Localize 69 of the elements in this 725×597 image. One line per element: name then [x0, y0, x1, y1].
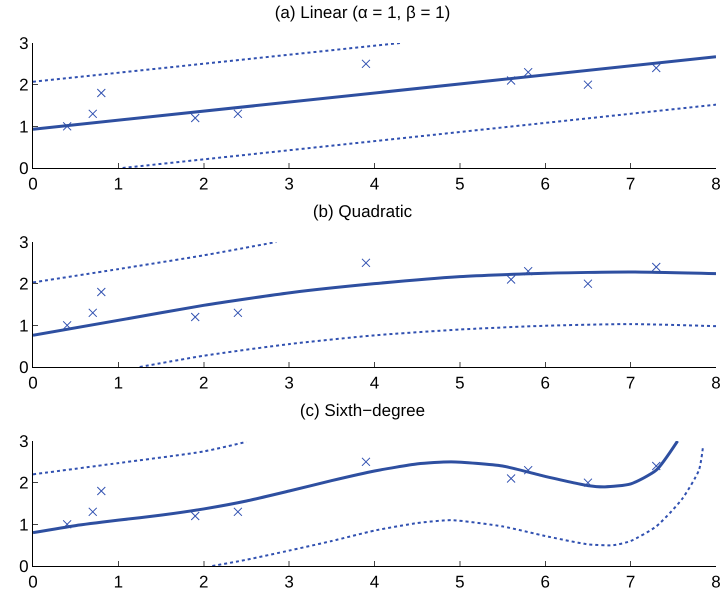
x-tick-label: 6: [540, 373, 550, 392]
point: [361, 258, 370, 268]
chart-title: (c) Sixth−degree: [300, 400, 426, 420]
point: [233, 109, 242, 118]
point: [361, 59, 370, 68]
point: [88, 507, 98, 516]
point: [190, 312, 200, 322]
x-tick-label: 5: [455, 174, 465, 194]
y-tick-label: 1: [19, 117, 29, 136]
y-tick-label: 0: [19, 358, 29, 377]
x-tick-label: 2: [199, 373, 208, 392]
point: [88, 308, 98, 318]
point: [583, 80, 592, 90]
y-tick-label: 3: [19, 232, 29, 252]
y-tick-label: 2: [19, 76, 29, 95]
x-tick-label: 4: [370, 373, 380, 392]
x-tick-label: 1: [114, 373, 124, 392]
y-tick-label: 3: [19, 34, 29, 53]
x-tick-label: 1: [114, 572, 124, 592]
x-tick-label: 2: [199, 174, 208, 194]
line-series: [138, 323, 716, 367]
x-tick-label: 3: [284, 174, 294, 194]
point: [190, 512, 200, 520]
y-tick-label: 1: [19, 316, 29, 336]
point: [62, 122, 72, 131]
point: [583, 478, 592, 488]
point: [652, 64, 661, 72]
line-series: [33, 242, 278, 284]
point: [506, 474, 516, 483]
y-tick-label: 2: [19, 474, 29, 493]
x-tick-label: 4: [370, 174, 380, 194]
point: [233, 507, 242, 516]
point: [652, 462, 661, 470]
x-tick-label: 8: [711, 572, 721, 592]
line-series: [33, 441, 680, 534]
point: [506, 76, 516, 85]
y-tick-label: 2: [19, 274, 29, 294]
line-series: [33, 270, 716, 337]
x-tick-label: 3: [284, 373, 294, 392]
x-tick-label: 2: [199, 572, 208, 592]
point: [96, 88, 106, 98]
x-tick-label: 5: [455, 572, 465, 592]
x-tick-label: 5: [455, 373, 465, 392]
x-tick-label: 4: [370, 572, 380, 592]
x-tick-label: 8: [711, 174, 721, 194]
x-tick-label: 3: [284, 572, 294, 592]
x-tick-label: 8: [711, 373, 721, 392]
x-tick-label: 7: [626, 572, 636, 592]
point: [96, 486, 106, 496]
point: [233, 308, 242, 318]
point: [652, 262, 661, 272]
point: [190, 114, 200, 122]
point: [506, 275, 516, 284]
x-tick-label: 6: [540, 572, 550, 592]
x-tick-label: 7: [626, 174, 636, 194]
point: [88, 109, 98, 118]
y-tick-label: 1: [19, 515, 29, 534]
point: [96, 288, 106, 296]
point: [583, 279, 592, 288]
x-tick-label: 7: [626, 373, 636, 392]
x-tick-label: 6: [540, 174, 550, 194]
x-tick-label: 1: [114, 174, 124, 194]
chart-title: (b) Quadratic: [312, 202, 413, 221]
chart-title: (a) Linear (α = 1, β = 1): [274, 2, 450, 22]
y-tick-label: 0: [19, 556, 29, 576]
y-tick-label: 3: [19, 432, 29, 451]
point: [524, 68, 533, 77]
y-tick-label: 0: [19, 158, 29, 178]
point: [361, 457, 370, 466]
